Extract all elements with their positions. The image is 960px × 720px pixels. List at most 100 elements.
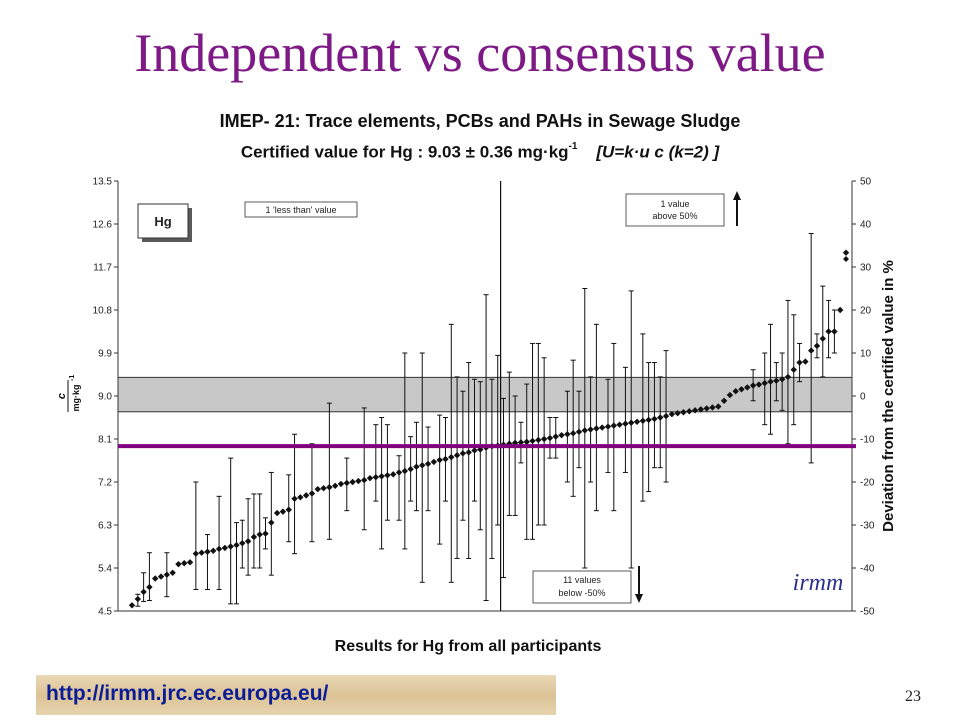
x-axis-label: Results for Hg from all participants [335, 638, 602, 655]
data-point [256, 531, 263, 538]
left-tick-label: 7.2 [98, 478, 112, 489]
data-point [825, 328, 832, 335]
data-point [268, 519, 275, 526]
data-point [517, 439, 525, 446]
right-tick-label: -30 [860, 521, 875, 532]
right-tick-label: -50 [860, 607, 875, 618]
data-point [680, 409, 687, 416]
data-point [302, 492, 310, 499]
data-point [703, 405, 710, 412]
data-point [807, 347, 815, 354]
data-point [587, 426, 594, 433]
data-point [471, 447, 478, 454]
data-point [163, 571, 171, 578]
data-point [390, 471, 397, 478]
right-y-axis-label: Deviation from the certified value in % [880, 260, 897, 532]
left-tick-label: 10.8 [93, 306, 113, 317]
data-point [273, 509, 281, 517]
data-point [744, 384, 751, 391]
right-tick-label: 10 [860, 349, 872, 360]
right-tick-label: 20 [860, 306, 872, 317]
chart-title: IMEP- 21: Trace elements, PCBs and PAHs … [219, 111, 741, 131]
left-tick-label: 9.0 [98, 392, 112, 403]
data-point [622, 420, 629, 427]
above-text-line2: above 50% [652, 211, 697, 221]
uncertainty-band-layer [117, 376, 853, 413]
data-point [453, 452, 461, 459]
right-tick-label: -10 [860, 435, 875, 446]
subtitle-exponent: -1 [568, 141, 578, 152]
ylabel-numerator: c [56, 393, 68, 399]
data-point [401, 467, 409, 475]
below-text-line2: below -50% [558, 588, 605, 598]
data-point [668, 410, 676, 418]
ylabel-denominator: mg·kg [71, 385, 81, 412]
data-point [424, 460, 432, 468]
data-point [651, 415, 658, 423]
chart-subtitle: Certified value for Hg : 9.03 ± 0.36 mg·… [150, 136, 810, 166]
data-point [343, 479, 350, 487]
data-point [192, 550, 200, 557]
data-point [657, 414, 664, 421]
data-point [732, 388, 739, 395]
data-point [529, 437, 536, 445]
data-point [715, 403, 722, 410]
data-point [604, 423, 612, 430]
annotations-layer: Hg 1 'less than' value 1 value above 50% 11 … [137, 191, 844, 604]
subtitle-prefix: Certified value for Hg : 9.03 ± 0.36 mg·… [240, 142, 569, 162]
data-point [842, 249, 850, 256]
data-point [320, 485, 327, 492]
data-point [186, 559, 194, 566]
above-text-line1: 1 value [660, 199, 689, 209]
left-tick-label: 8.1 [98, 435, 112, 446]
data-point [773, 377, 780, 384]
data-point [448, 453, 455, 461]
slide-title: Independent vs consensus value [134, 23, 826, 83]
data-point [836, 306, 844, 314]
data-point [279, 508, 287, 515]
data-point [134, 595, 142, 603]
data-point [233, 541, 240, 549]
data-point [366, 474, 374, 482]
data-point [314, 485, 321, 493]
data-point [204, 548, 211, 555]
data-point [297, 494, 304, 501]
irmm-logo: irmm [793, 570, 844, 596]
data-point [581, 427, 588, 434]
data-point [796, 359, 803, 366]
above-box [625, 193, 725, 227]
data-point [726, 391, 734, 399]
url-link[interactable]: http://irmm.jrc.ec.europa.eu/ [46, 682, 329, 705]
uncertainty-band [117, 376, 853, 413]
left-tick-label: 13.5 [93, 177, 113, 188]
data-point [465, 449, 472, 456]
data-point [169, 569, 176, 576]
data-point [210, 547, 217, 554]
data-point [709, 404, 716, 411]
data-point [349, 478, 356, 486]
data-point [157, 573, 165, 580]
data-point [686, 408, 693, 415]
data-point [790, 366, 797, 373]
data-point [819, 335, 826, 342]
data-point [831, 328, 838, 335]
data-point [146, 583, 153, 591]
data-point [593, 425, 600, 432]
data-point [569, 430, 577, 437]
data-point [360, 476, 368, 484]
data-point [546, 434, 554, 442]
data-point [128, 602, 136, 609]
data-point [221, 544, 229, 552]
left-tick-label: 9.9 [98, 349, 112, 360]
left-tick-label: 11.7 [93, 263, 112, 274]
data-point [152, 575, 159, 582]
right-tick-label: -20 [860, 478, 875, 489]
left-tick-label: 6.3 [98, 521, 112, 532]
data-point [285, 506, 292, 513]
data-point [564, 431, 571, 438]
data-point [761, 379, 768, 387]
data-point [802, 358, 809, 365]
data-point [227, 543, 234, 550]
left-tick-label: 4.5 [98, 607, 112, 618]
